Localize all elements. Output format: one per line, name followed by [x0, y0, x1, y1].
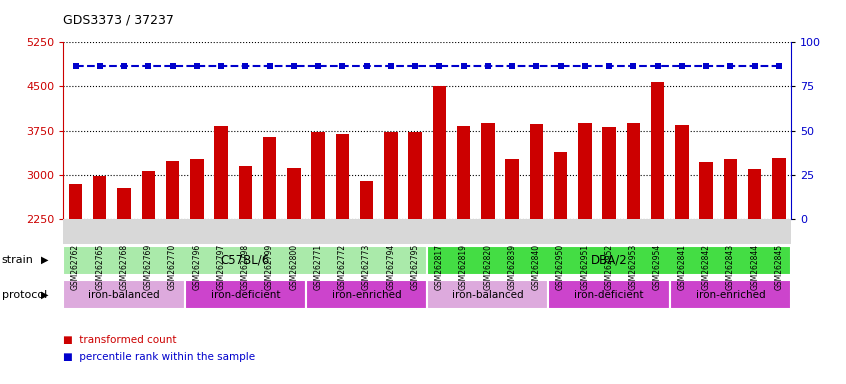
Bar — [675, 125, 689, 219]
Bar — [432, 86, 446, 219]
Bar — [723, 159, 737, 219]
Bar — [457, 126, 470, 219]
Bar — [118, 188, 131, 219]
Text: iron-enriched: iron-enriched — [332, 290, 401, 300]
Bar — [481, 124, 495, 219]
Bar — [190, 159, 204, 219]
Bar — [772, 158, 786, 219]
Bar — [427, 280, 548, 309]
Bar — [63, 246, 427, 275]
Bar — [141, 171, 155, 219]
Text: C57BL/6: C57BL/6 — [221, 254, 270, 266]
Bar — [700, 162, 713, 219]
Bar — [360, 180, 373, 219]
Bar — [409, 132, 422, 219]
Text: strain: strain — [2, 255, 34, 265]
Bar — [384, 132, 398, 219]
Text: iron-balanced: iron-balanced — [452, 290, 524, 300]
Bar — [670, 280, 791, 309]
Bar — [239, 166, 252, 219]
Bar — [554, 152, 568, 219]
Bar — [63, 280, 184, 309]
Bar — [69, 184, 82, 219]
Bar — [93, 177, 107, 219]
Bar — [336, 134, 349, 219]
Bar — [602, 127, 616, 219]
Bar — [651, 82, 664, 219]
Bar — [627, 124, 640, 219]
Text: iron-deficient: iron-deficient — [574, 290, 644, 300]
Text: iron-balanced: iron-balanced — [88, 290, 160, 300]
Text: iron-enriched: iron-enriched — [695, 290, 765, 300]
Text: ▶: ▶ — [41, 290, 48, 300]
Bar — [427, 246, 791, 275]
Bar — [184, 280, 306, 309]
Bar — [166, 161, 179, 219]
Bar — [306, 280, 427, 309]
Text: ▶: ▶ — [41, 255, 48, 265]
Text: iron-deficient: iron-deficient — [211, 290, 280, 300]
Bar — [505, 159, 519, 219]
Bar — [287, 168, 300, 219]
Bar — [578, 124, 591, 219]
Text: ■  percentile rank within the sample: ■ percentile rank within the sample — [63, 352, 255, 362]
Bar — [748, 169, 761, 219]
Bar — [530, 124, 543, 219]
Text: ■  transformed count: ■ transformed count — [63, 335, 177, 345]
Bar — [548, 280, 670, 309]
Text: protocol: protocol — [2, 290, 47, 300]
Text: GDS3373 / 37237: GDS3373 / 37237 — [63, 14, 174, 27]
Text: DBA/2: DBA/2 — [591, 254, 628, 266]
Bar — [263, 137, 277, 219]
Bar — [214, 126, 228, 219]
Bar — [311, 132, 325, 219]
